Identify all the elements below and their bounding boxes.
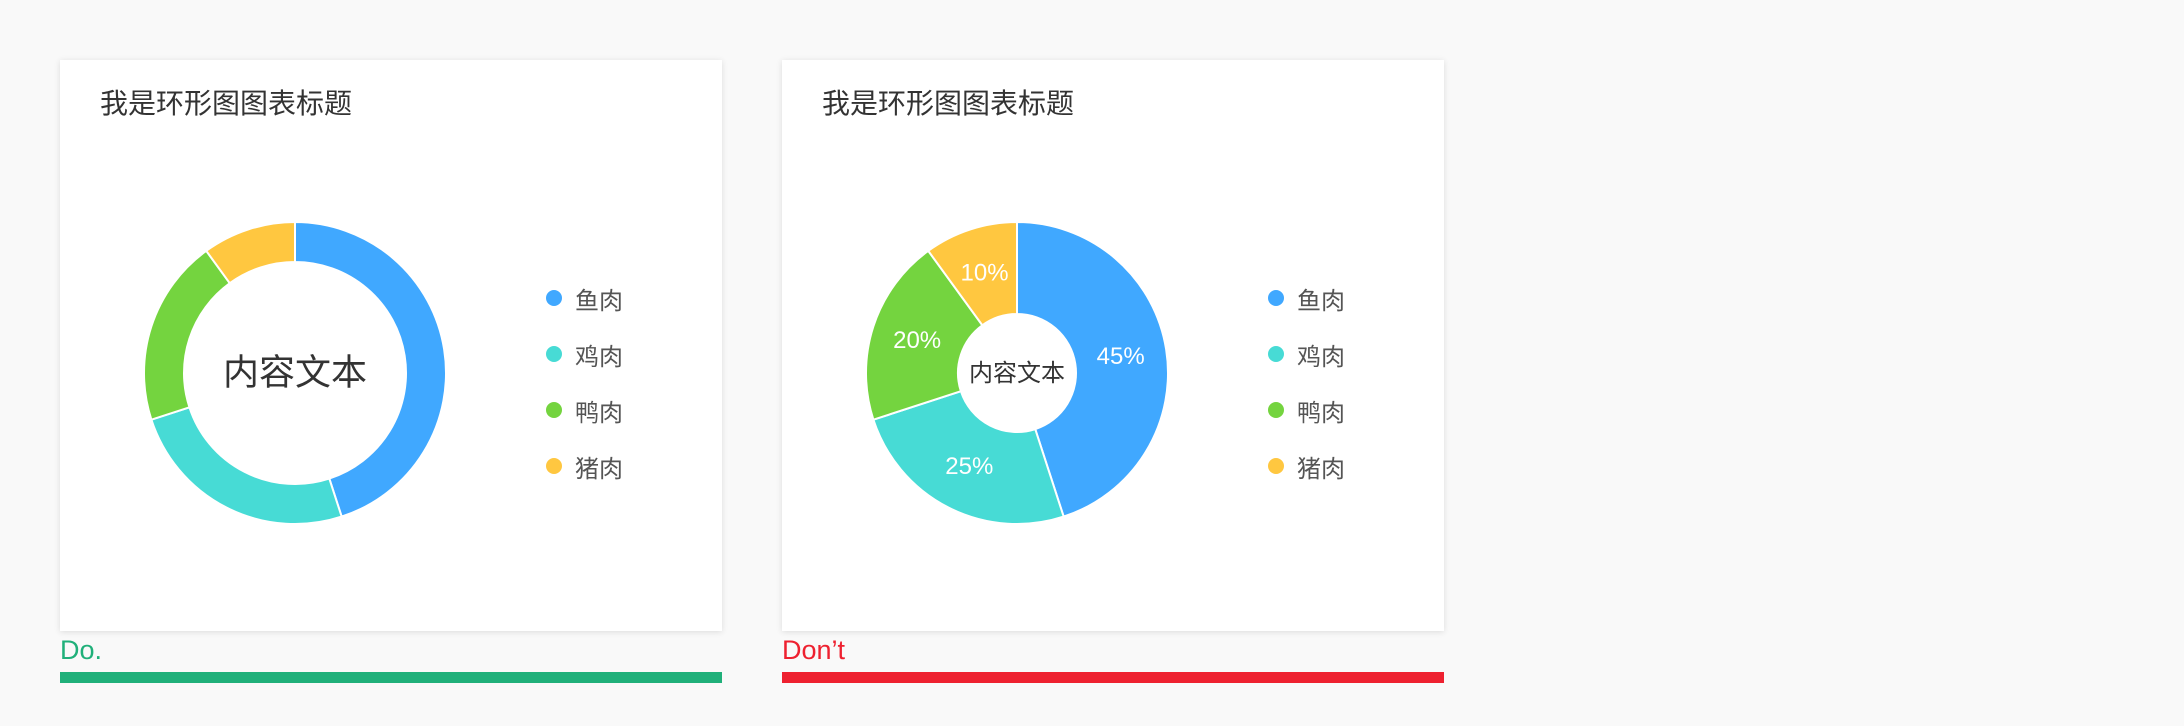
legend-label: 鸡肉 xyxy=(1297,342,1345,371)
chart-card-dont: 我是环形图图表标题 45% 25% 20% 10% 内容文本 鱼肉 鸡肉 鸭肉 猪肉 xyxy=(782,60,1444,631)
donut-chart-dont: 45% 25% 20% 10% 内容文本 xyxy=(865,220,1169,525)
verdict-dont-bar xyxy=(782,672,1444,683)
legend-dot-icon xyxy=(1268,346,1284,362)
legend-label: 猪肉 xyxy=(575,454,623,483)
legend-item-pork[interactable]: 猪肉 xyxy=(1268,438,1345,494)
legend-item-fish[interactable]: 鱼肉 xyxy=(546,270,623,326)
legend-dot-icon xyxy=(546,290,562,306)
legend-dot-icon xyxy=(546,346,562,362)
legend-item-chicken[interactable]: 鸡肉 xyxy=(546,326,623,382)
donut-center-text: 内容文本 xyxy=(223,353,367,394)
legend-label: 鸭肉 xyxy=(575,398,623,427)
legend-label: 猪肉 xyxy=(1297,454,1345,483)
donut-slice-2[interactable] xyxy=(143,249,232,421)
donut-slice-0[interactable] xyxy=(294,220,447,518)
chart-title: 我是环形图图表标题 xyxy=(100,87,353,120)
slice-label-3: 10% xyxy=(961,260,1009,287)
legend-label: 鱼肉 xyxy=(1297,286,1345,315)
chart-legend: 鱼肉 鸡肉 鸭肉 猪肉 xyxy=(1268,270,1345,494)
legend-dot-icon xyxy=(1268,458,1284,474)
legend-dot-icon xyxy=(546,458,562,474)
legend-dot-icon xyxy=(1268,290,1284,306)
legend-item-pork[interactable]: 猪肉 xyxy=(546,438,623,494)
slice-label-2: 20% xyxy=(893,327,941,354)
legend-item-chicken[interactable]: 鸡肉 xyxy=(1268,326,1345,382)
legend-label: 鸭肉 xyxy=(1297,398,1345,427)
legend-dot-icon xyxy=(546,402,562,418)
donut-slice-3[interactable] xyxy=(926,220,1018,327)
verdict-dont-label: Don’t xyxy=(782,635,846,665)
donut-slice-2[interactable] xyxy=(865,249,984,421)
verdict-do-bar xyxy=(60,672,722,683)
donut-slice-0[interactable] xyxy=(1016,220,1169,518)
legend-item-duck[interactable]: 鸭肉 xyxy=(1268,382,1345,438)
chart-title: 我是环形图图表标题 xyxy=(822,87,1075,120)
donut-slice-3[interactable] xyxy=(204,220,296,285)
legend-item-duck[interactable]: 鸭肉 xyxy=(546,382,623,438)
legend-label: 鸡肉 xyxy=(575,342,623,371)
legend-label: 鱼肉 xyxy=(575,286,623,315)
legend-dot-icon xyxy=(1268,402,1284,418)
legend-item-fish[interactable]: 鱼肉 xyxy=(1268,270,1345,326)
slice-label-1: 25% xyxy=(945,453,993,480)
donut-slice-1[interactable] xyxy=(872,389,1065,525)
donut-center-text: 内容文本 xyxy=(969,359,1065,387)
chart-card-do: 我是环形图图表标题 内容文本 鱼肉 鸡肉 鸭肉 猪肉 xyxy=(60,60,722,631)
chart-legend: 鱼肉 鸡肉 鸭肉 猪肉 xyxy=(546,270,623,494)
donut-slice-1[interactable] xyxy=(150,406,343,525)
verdict-do-label: Do. xyxy=(60,635,103,665)
donut-chart-do: 内容文本 xyxy=(143,220,447,525)
slice-label-0: 45% xyxy=(1097,343,1145,370)
